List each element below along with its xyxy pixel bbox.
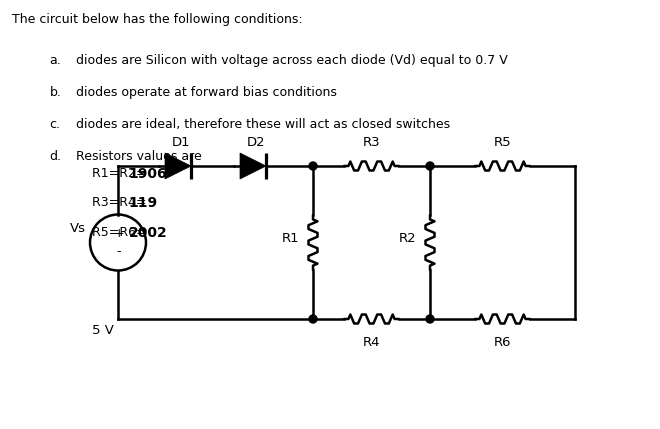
Circle shape (309, 162, 317, 170)
Circle shape (426, 315, 434, 323)
Text: R1=R2=: R1=R2= (92, 167, 151, 180)
Text: +: + (114, 227, 124, 240)
Text: D1: D1 (172, 136, 190, 149)
Text: R1: R1 (281, 232, 299, 245)
Text: R3=R4=: R3=R4= (92, 196, 151, 209)
Text: 2002: 2002 (129, 226, 168, 240)
Text: 5 V: 5 V (92, 324, 114, 337)
Text: 1906: 1906 (129, 167, 168, 181)
Text: diodes are Silicon with voltage across each diode (Vd) equal to 0.7 V: diodes are Silicon with voltage across e… (76, 54, 508, 66)
Text: Resistors values are: Resistors values are (76, 150, 202, 163)
Text: 119: 119 (129, 196, 158, 211)
Circle shape (309, 315, 317, 323)
Text: diodes operate at forward bias conditions: diodes operate at forward bias condition… (76, 86, 337, 99)
Text: R6: R6 (494, 336, 512, 349)
Text: b.: b. (50, 86, 61, 99)
Text: R5=R6=: R5=R6= (92, 226, 151, 239)
Text: R2: R2 (399, 232, 416, 245)
Text: a.: a. (50, 54, 61, 66)
Text: d.: d. (50, 150, 61, 163)
Text: R3: R3 (363, 136, 380, 149)
Text: R5: R5 (494, 136, 512, 149)
Text: R4: R4 (363, 336, 380, 349)
Text: diodes are ideal, therefore these will act as closed switches: diodes are ideal, therefore these will a… (76, 118, 450, 131)
Text: c.: c. (50, 118, 61, 131)
Text: -: - (117, 245, 121, 258)
Circle shape (426, 162, 434, 170)
Text: D2: D2 (247, 136, 265, 149)
Text: The circuit below has the following conditions:: The circuit below has the following cond… (12, 13, 302, 26)
Text: Vs: Vs (70, 222, 86, 235)
Polygon shape (165, 153, 191, 179)
Polygon shape (240, 153, 266, 179)
